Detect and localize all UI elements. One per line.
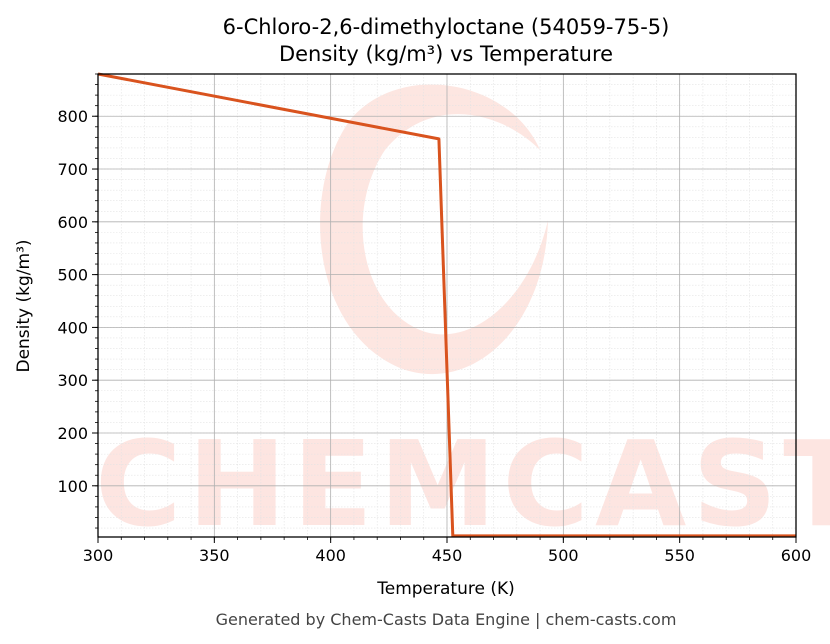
chart-title: 6-Chloro-2,6-dimethyloctane (54059-75-5) — [223, 15, 670, 39]
y-axis-ticks: 100 200 300 400 500 600 700 800 — [57, 73, 98, 529]
y-tick-label: 400 — [57, 318, 88, 337]
x-axis-ticks: 300 350 400 450 500 550 600 — [83, 537, 812, 565]
y-tick-label: 500 — [57, 266, 88, 285]
chart-subtitle: Density (kg/m³) vs Temperature — [279, 42, 613, 66]
x-tick-label: 500 — [548, 546, 579, 565]
watermark-logo-swirl — [320, 84, 548, 375]
x-tick-label: 550 — [664, 546, 695, 565]
chemcasts-watermark: CHEMCASTS — [95, 84, 830, 553]
y-tick-label: 700 — [57, 160, 88, 179]
y-axis-label: Density (kg/m³) — [14, 239, 34, 372]
y-tick-label: 200 — [57, 424, 88, 443]
y-tick-label: 800 — [57, 107, 88, 126]
y-tick-label: 600 — [57, 213, 88, 232]
x-tick-label: 300 — [83, 546, 114, 565]
y-tick-label: 100 — [57, 477, 88, 496]
x-tick-label: 400 — [315, 546, 346, 565]
x-tick-label: 350 — [199, 546, 230, 565]
major-grid — [97, 74, 797, 537]
y-tick-label: 300 — [57, 371, 88, 390]
x-tick-label: 450 — [432, 546, 463, 565]
watermark-text: CHEMCASTS — [95, 415, 830, 553]
footer-credit: Generated by Chem-Casts Data Engine | ch… — [216, 610, 677, 629]
x-axis-label: Temperature (K) — [376, 579, 515, 599]
x-tick-label: 600 — [781, 546, 812, 565]
density-series-line — [97, 72, 796, 538]
